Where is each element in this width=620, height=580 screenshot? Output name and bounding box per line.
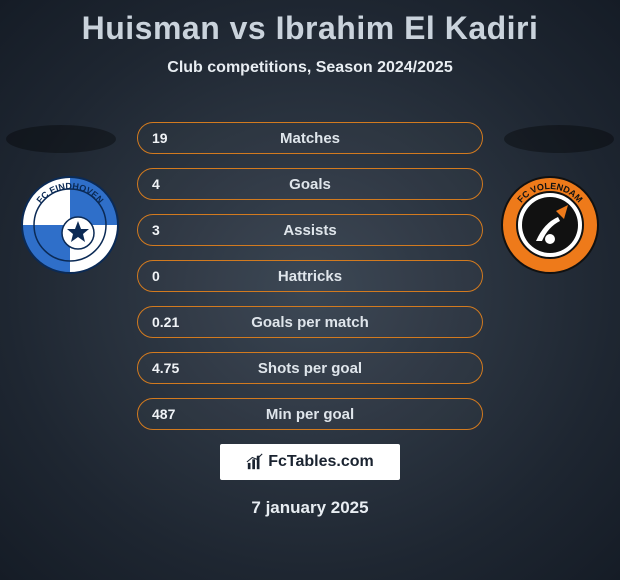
stat-row: 0.21 Goals per match — [137, 306, 483, 338]
stat-label: Matches — [208, 130, 412, 147]
stat-label: Goals — [208, 176, 412, 193]
stat-left-value: 0.21 — [138, 314, 208, 330]
crest-shadow-left — [6, 125, 116, 153]
stat-left-value: 0 — [138, 268, 208, 284]
stat-row: 487 Min per goal — [137, 398, 483, 430]
brand-logo: FcTables.com — [220, 444, 400, 480]
stat-left-value: 3 — [138, 222, 208, 238]
stat-row: 3 Assists — [137, 214, 483, 246]
team-crest-right: FC VOLENDAM — [500, 175, 600, 275]
stat-label: Shots per goal — [208, 360, 412, 377]
stat-row: 4.75 Shots per goal — [137, 352, 483, 384]
crest-shadow-right — [504, 125, 614, 153]
page-title: Huisman vs Ibrahim El Kadiri — [0, 0, 620, 47]
stat-left-value: 487 — [138, 406, 208, 422]
volendam-crest-icon: FC VOLENDAM — [500, 175, 600, 275]
chart-icon — [246, 453, 264, 471]
stat-label: Min per goal — [208, 406, 412, 423]
stat-left-value: 4.75 — [138, 360, 208, 376]
brand-text: FcTables.com — [268, 453, 374, 471]
stat-left-value: 19 — [138, 130, 208, 146]
stat-row: 19 Matches — [137, 122, 483, 154]
team-crest-left: FC EINDHOVEN — [20, 175, 120, 275]
date-label: 7 january 2025 — [0, 498, 620, 518]
stat-row: 4 Goals — [137, 168, 483, 200]
stat-label: Goals per match — [208, 314, 412, 331]
stat-row: 0 Hattricks — [137, 260, 483, 292]
stat-label: Hattricks — [208, 268, 412, 285]
stats-container: 19 Matches 4 Goals 3 Assists 0 Hattricks… — [137, 122, 483, 444]
eindhoven-crest-icon: FC EINDHOVEN — [20, 175, 120, 275]
stat-label: Assists — [208, 222, 412, 239]
subtitle: Club competitions, Season 2024/2025 — [0, 59, 620, 77]
stat-left-value: 4 — [138, 176, 208, 192]
